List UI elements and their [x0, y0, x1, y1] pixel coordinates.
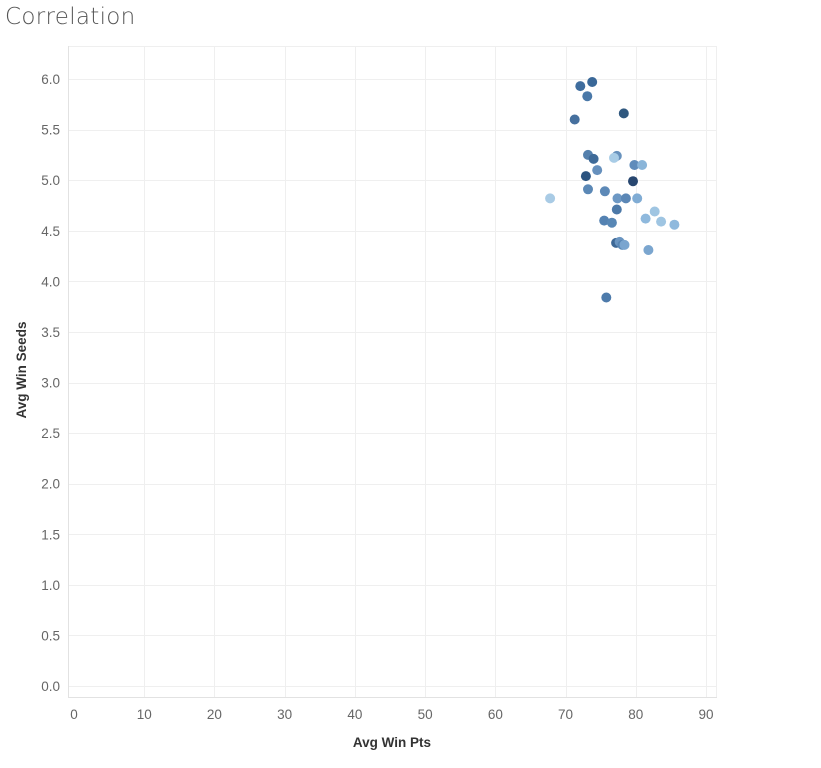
y-tick-label: 2.5 — [41, 426, 60, 441]
y-tick-label: 5.0 — [41, 173, 60, 188]
x-tick-label: 90 — [698, 707, 713, 722]
scatter-point[interactable] — [643, 245, 654, 255]
scatter-point[interactable] — [656, 216, 667, 227]
scatter-point[interactable] — [649, 206, 660, 217]
scatter-point[interactable] — [592, 165, 603, 176]
scatter-point[interactable] — [609, 152, 619, 163]
y-axis-label: Avg Win Seeds — [14, 322, 29, 419]
scatter-point[interactable] — [599, 215, 610, 226]
scatter-point[interactable] — [612, 193, 623, 204]
scatter-point[interactable] — [587, 77, 598, 87]
y-tick-label: 0.5 — [41, 628, 60, 643]
data-points — [545, 77, 680, 303]
scatter-point[interactable] — [640, 213, 651, 224]
y-tick-label: 3.5 — [41, 325, 60, 340]
scatter-point[interactable] — [637, 160, 648, 170]
y-tick-label: 1.5 — [41, 527, 60, 542]
scatter-point[interactable] — [629, 160, 640, 170]
scatter-point[interactable] — [599, 186, 610, 197]
scatter-point[interactable] — [575, 81, 586, 92]
x-tick-label: 70 — [558, 707, 573, 722]
scatter-point[interactable] — [628, 176, 638, 187]
scatter-point[interactable] — [588, 153, 599, 164]
scatter-point[interactable] — [582, 91, 593, 102]
x-tick-label: 20 — [207, 707, 222, 722]
tick-labels: 0 10 20 30 40 50 60 70 80 90 0.0 0.5 1.0 1.5 2.0 2.5 3.0… — [41, 72, 713, 722]
scatter-point[interactable] — [632, 193, 643, 204]
scatter-point[interactable] — [569, 114, 580, 125]
x-tick-label: 50 — [418, 707, 433, 722]
grid-lines — [68, 46, 717, 698]
scatter-point[interactable] — [620, 193, 631, 204]
x-tick-label: 0 — [70, 707, 78, 722]
scatter-point[interactable] — [545, 193, 556, 204]
x-tick-label: 40 — [347, 707, 362, 722]
scatter-point[interactable] — [583, 184, 593, 195]
x-tick-label: 30 — [277, 707, 292, 722]
x-axis-label: Avg Win Pts — [353, 735, 431, 750]
y-tick-label: 3.0 — [41, 376, 60, 391]
scatter-point[interactable] — [580, 171, 591, 182]
scatter-point[interactable] — [618, 108, 629, 119]
scatter-point[interactable] — [669, 219, 680, 230]
y-tick-label: 6.0 — [41, 72, 60, 87]
y-tick-label: 1.0 — [41, 578, 60, 593]
y-tick-label: 0.0 — [41, 679, 60, 694]
scatter-point[interactable] — [611, 204, 622, 215]
scatter-point[interactable] — [601, 292, 612, 303]
scatter-point[interactable] — [619, 239, 630, 250]
y-tick-label: 4.0 — [41, 274, 60, 289]
x-tick-label: 10 — [137, 707, 152, 722]
x-tick-label: 80 — [628, 707, 643, 722]
chart-title: Correlation — [5, 4, 136, 30]
scatter-point[interactable] — [606, 217, 617, 228]
y-tick-label: 2.0 — [41, 477, 60, 492]
y-tick-label: 5.5 — [41, 123, 60, 138]
y-tick-label: 4.5 — [41, 224, 60, 239]
x-tick-label: 60 — [488, 707, 503, 722]
